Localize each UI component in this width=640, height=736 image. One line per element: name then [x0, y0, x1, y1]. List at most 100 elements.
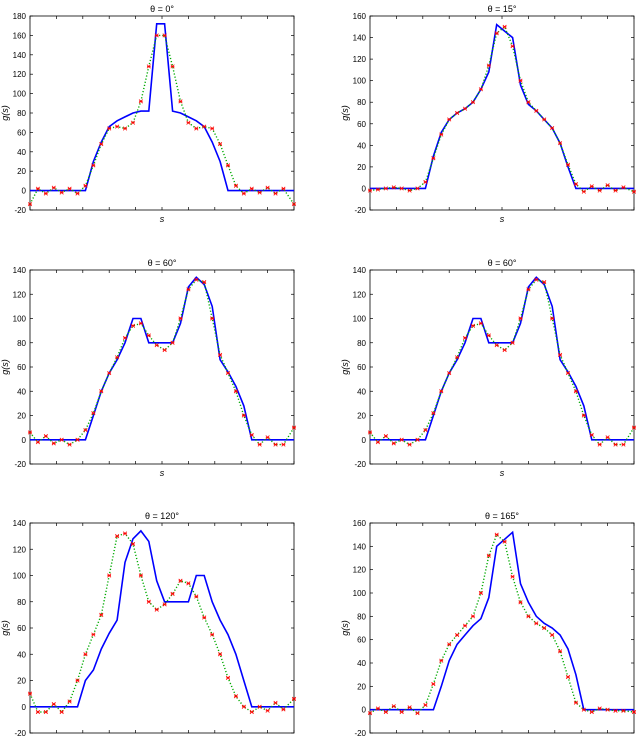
data-point-star — [486, 63, 491, 68]
data-point-star — [83, 183, 88, 188]
y-tick-label: 120 — [13, 70, 27, 79]
data-point-star — [367, 188, 373, 193]
data-point-star — [217, 352, 223, 357]
data-point-star — [462, 106, 468, 111]
x-axis-label: s — [160, 214, 165, 224]
data-point-star — [526, 287, 531, 292]
y-tick-label: 20 — [17, 412, 26, 421]
axes-frame — [369, 15, 635, 211]
data-point-star — [534, 108, 539, 113]
data-point-star — [186, 120, 191, 125]
series-line — [30, 23, 294, 192]
data-point-star — [107, 370, 112, 376]
y-tick-label: 40 — [357, 659, 366, 668]
data-point-star — [557, 649, 563, 654]
data-point-star — [83, 652, 88, 657]
data-point-star — [557, 141, 563, 146]
data-point-star — [154, 343, 159, 348]
data-point-star — [557, 352, 563, 357]
series-line — [30, 529, 294, 708]
data-point-star — [581, 707, 586, 712]
data-point-star — [27, 202, 33, 207]
y-tick-label: 100 — [13, 572, 27, 581]
data-point-star — [631, 425, 637, 430]
series-line — [370, 276, 634, 441]
data-point-star — [415, 186, 420, 191]
data-point-star — [621, 185, 626, 190]
data-point-star — [526, 614, 531, 619]
data-point-star — [273, 442, 278, 447]
data-point-star — [462, 623, 468, 628]
data-point-star — [550, 316, 555, 321]
y-tick-label: 160 — [353, 519, 367, 528]
data-point-star — [415, 437, 420, 442]
data-point-star — [225, 370, 231, 376]
data-point-star — [210, 632, 215, 637]
series-dotted-line — [369, 533, 635, 715]
data-point-star — [241, 413, 246, 418]
data-point-star — [455, 110, 460, 116]
y-tick-label: -20 — [354, 460, 366, 469]
y-tick-label: 0 — [362, 184, 367, 193]
subplot-1: -20 0 20 40 60 80 100 120 140 160 180 θ = 0° s g(s) — [0, 4, 297, 224]
data-point-star — [265, 435, 270, 440]
data-point-star — [510, 44, 515, 49]
data-point-star — [75, 437, 80, 442]
data-point-star — [631, 709, 637, 715]
axes-frame — [29, 269, 295, 465]
data-point-star — [383, 434, 388, 439]
data-point-star — [455, 632, 460, 638]
y-tick-label: 0 — [362, 706, 367, 715]
y-axis-label: g(s) — [340, 105, 350, 121]
y-tick-label: 80 — [17, 339, 26, 348]
data-point-star — [51, 185, 56, 190]
data-point-star — [597, 442, 602, 447]
data-point-star — [146, 64, 151, 69]
y-axis-label: g(s) — [340, 620, 350, 636]
y-tick-label: 60 — [17, 624, 26, 633]
x-axis-label: s — [160, 468, 165, 478]
data-point-star — [447, 117, 452, 122]
data-point-star — [210, 126, 215, 131]
data-point-star — [494, 31, 499, 36]
data-point-star — [91, 632, 96, 637]
y-tick-label: 20 — [17, 677, 26, 686]
chart-title: θ = 60° — [148, 258, 177, 268]
data-point-star — [470, 323, 476, 328]
y-tick-label: -20 — [14, 460, 26, 469]
data-point-star — [431, 410, 436, 416]
data-point-star — [367, 711, 373, 716]
data-point-star — [439, 132, 444, 137]
data-point-star — [534, 277, 539, 282]
chart-title: θ = 165° — [485, 511, 519, 521]
data-point-star — [478, 590, 483, 596]
data-point-star — [375, 187, 381, 192]
data-point-star — [249, 186, 254, 191]
data-point-star — [439, 389, 444, 394]
y-tick-label: 20 — [357, 682, 366, 691]
y-tick-label: 0 — [22, 436, 27, 445]
data-point-star — [478, 87, 483, 92]
data-point-star — [170, 340, 175, 345]
data-point-star — [178, 99, 183, 104]
data-point-star — [67, 442, 72, 447]
data-point-star — [59, 190, 64, 195]
data-point-star — [415, 711, 420, 716]
data-point-star — [186, 287, 191, 292]
data-point-star — [486, 553, 491, 558]
data-point-star — [162, 602, 167, 607]
data-point-star — [122, 531, 128, 536]
data-point-star — [502, 24, 507, 29]
data-point-star — [27, 430, 33, 435]
axes-frame — [29, 522, 295, 734]
data-point-star — [510, 340, 515, 345]
data-point-star — [35, 186, 41, 191]
y-tick-label: 0 — [22, 187, 27, 196]
x-axis-label: s — [500, 468, 505, 478]
data-point-star — [605, 183, 610, 188]
data-point-star — [162, 33, 167, 38]
data-point-star — [573, 389, 579, 394]
subplot-4: -20 0 20 40 60 80 100 120 140 θ = 60° s g(s) — [340, 258, 637, 478]
y-axis-label: g(s) — [340, 359, 350, 375]
data-point-star — [241, 704, 246, 709]
